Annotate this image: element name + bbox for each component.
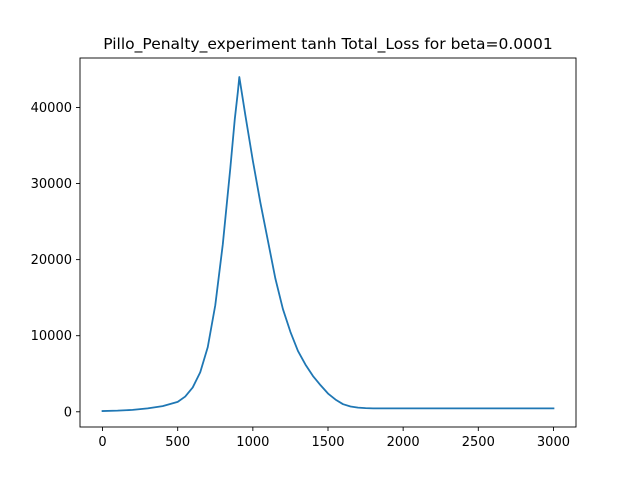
y-tick-label: 0: [64, 405, 72, 420]
plot-area: 0 500 1000 1500 2000 2500 30000100002000030000…: [31, 57, 577, 450]
y-tick-label: 20000: [31, 253, 72, 268]
x-tick-label: 2500: [462, 435, 495, 450]
x-tick-label: 1500: [311, 435, 344, 450]
chart-title: Pillo_Penalty_experiment tanh Total_Loss…: [103, 35, 553, 54]
x-tick-label: 1000: [236, 435, 269, 450]
x-tick-label: 0: [98, 435, 106, 450]
x-tick-label: 3000: [537, 435, 570, 450]
y-tick-label: 40000: [31, 101, 72, 116]
y-tick-label: 30000: [31, 177, 72, 192]
y-tick-label: 10000: [31, 329, 72, 344]
series-line-0: [101, 76, 555, 412]
x-tick-label: 500: [165, 435, 190, 450]
x-tick-label: 2000: [387, 435, 420, 450]
